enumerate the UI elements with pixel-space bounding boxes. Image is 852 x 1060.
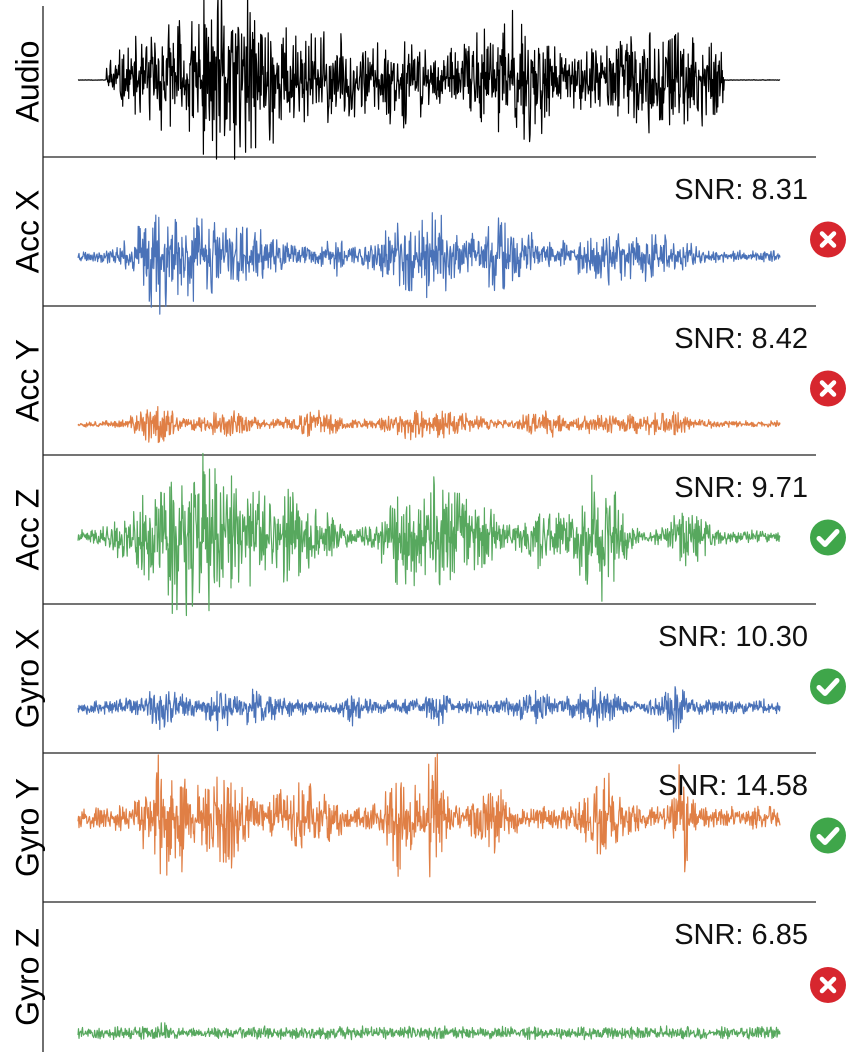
panel-acc-z: Acc Z SNR: 9.71 bbox=[9, 452, 846, 617]
x-mark bbox=[819, 380, 837, 397]
check-mark bbox=[816, 827, 840, 845]
check-circle-icon bbox=[810, 668, 846, 705]
waveform-trace bbox=[77, 452, 781, 617]
status-icon-circle bbox=[810, 668, 846, 705]
panel-label: Audio bbox=[9, 41, 45, 123]
panels: Audio Acc X SNR: 8.31 Acc Y SNR: 8.42 Acc Z SN… bbox=[9, 0, 846, 1052]
panel-acc-x: Acc X SNR: 8.31 bbox=[9, 174, 846, 315]
waveform-trace bbox=[77, 212, 781, 315]
panel-gyro-x: Gyro X SNR: 10.30 bbox=[9, 621, 846, 754]
snr-label: SNR: 10.30 bbox=[658, 621, 808, 653]
panel-acc-y: Acc Y SNR: 8.42 bbox=[9, 323, 846, 456]
panel-label: Acc Y bbox=[9, 339, 45, 422]
check-mark bbox=[816, 678, 840, 696]
status-icon-circle bbox=[810, 519, 846, 556]
x-mark bbox=[819, 231, 837, 248]
waveform-trace bbox=[77, 753, 781, 878]
waveform-trace bbox=[77, 406, 781, 444]
x-circle-icon bbox=[810, 221, 846, 258]
check-circle-icon bbox=[810, 817, 846, 854]
panel-label: Acc X bbox=[9, 190, 45, 274]
panel-gyro-y: Gyro Y SNR: 14.58 bbox=[9, 753, 846, 903]
panel-label: Gyro X bbox=[9, 629, 45, 729]
status-icon-circle bbox=[810, 817, 846, 854]
panel-label: Gyro Z bbox=[9, 928, 45, 1026]
x-mark bbox=[819, 976, 837, 994]
panel-audio: Audio bbox=[9, 0, 816, 160]
check-mark bbox=[816, 529, 840, 547]
snr-label: SNR: 14.58 bbox=[658, 770, 808, 802]
snr-label: SNR: 8.31 bbox=[674, 174, 808, 206]
x-circle-icon bbox=[810, 370, 846, 407]
snr-label: SNR: 6.85 bbox=[674, 919, 808, 951]
snr-label: SNR: 8.42 bbox=[674, 323, 808, 355]
waveform-trace bbox=[77, 686, 781, 733]
waveform-trace bbox=[77, 1022, 781, 1041]
panel-gyro-z: Gyro Z SNR: 6.85 bbox=[9, 919, 846, 1041]
check-circle-icon bbox=[810, 519, 846, 556]
snr-label: SNR: 9.71 bbox=[674, 472, 808, 504]
waveform-trace bbox=[77, 0, 781, 160]
panel-label: Gyro Y bbox=[9, 778, 45, 877]
x-circle-icon bbox=[810, 967, 846, 1003]
panel-label: Acc Z bbox=[9, 489, 45, 571]
